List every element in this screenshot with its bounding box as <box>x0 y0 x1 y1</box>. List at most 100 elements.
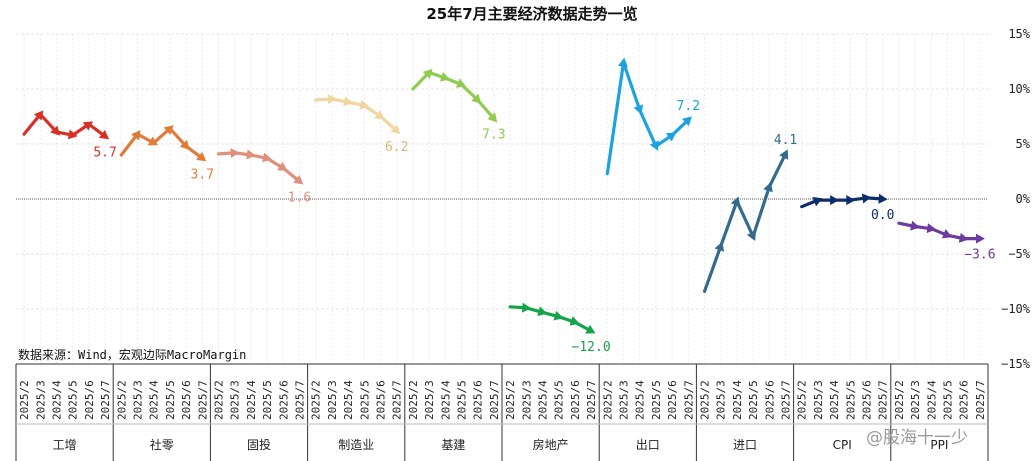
x-tick-label: 2025/2 <box>213 380 226 420</box>
series-房地产: −12.0 <box>508 302 611 355</box>
x-tick-label: 2025/6 <box>375 380 388 420</box>
data-point-2025/5 <box>455 78 467 88</box>
x-tick-label: 2025/7 <box>682 380 695 420</box>
data-point-2025/6 <box>179 139 190 150</box>
series-line <box>702 152 788 293</box>
group-label-固投: 固投 <box>247 437 271 452</box>
data-point-2025/7 <box>390 124 401 135</box>
x-tick-label: 2025/3 <box>132 380 145 420</box>
group-label-CPI: CPI <box>833 438 852 452</box>
group-label-PPI: PPI <box>930 438 948 452</box>
series-社零: 3.7 <box>119 125 214 182</box>
data-point-2025/6 <box>82 121 94 131</box>
x-axis: 2025/2 2025/3 2025/4 2025/5 2025/6 2025/7工增20… <box>15 363 989 461</box>
end-value-label: 5.7 <box>93 145 116 160</box>
data-point-2025/6 <box>277 161 288 171</box>
series-layer: 5.7 3.7 1.6 6.2 7.3 −12.0 7.2 4.1 0.0 −3.6 <box>22 57 996 355</box>
x-tick-label: 2025/5 <box>553 380 566 420</box>
data-point-2025/6 <box>471 93 482 104</box>
data-point-2025/6 <box>374 110 385 120</box>
data-point-2025/3 <box>422 68 433 79</box>
x-tick-label: 2025/6 <box>472 380 485 420</box>
y-tick-label: −10% <box>1001 302 1031 316</box>
series-line <box>22 112 107 138</box>
data-point-2025/5 <box>941 229 953 239</box>
series-进口: 4.1 <box>702 133 797 293</box>
x-tick-label: 2025/3 <box>909 380 922 420</box>
x-tick-label: 2025/7 <box>877 380 890 420</box>
x-tick-label: 2025/3 <box>326 380 339 420</box>
x-tick-label: 2025/5 <box>844 380 857 420</box>
end-value-label: 0.0 <box>871 208 894 223</box>
data-point-2025/7 <box>779 149 789 160</box>
data-point-2025/3 <box>131 130 141 141</box>
data-point-2025/3 <box>910 220 920 231</box>
x-tick-label: 2025/2 <box>601 380 614 420</box>
x-tick-label: 2025/5 <box>358 380 371 420</box>
data-point-2025/4 <box>50 125 60 136</box>
x-tick-label: 2025/2 <box>407 380 420 420</box>
data-point-2025/4 <box>439 71 451 82</box>
x-tick-label: 2025/5 <box>261 380 274 420</box>
watermark: @股海十一少 <box>866 428 968 448</box>
x-tick-label: 2025/4 <box>537 380 550 420</box>
group-label-基建: 基建 <box>441 438 465 452</box>
data-point-2025/5 <box>163 125 174 135</box>
x-tick-label: 2025/3 <box>520 380 533 420</box>
data-point-2025/6 <box>763 182 773 193</box>
data-point-2025/7 <box>196 151 207 162</box>
x-tick-label: 2025/7 <box>585 380 598 420</box>
x-tick-label: 2025/7 <box>974 380 987 420</box>
x-tick-label: 2025/4 <box>148 380 161 420</box>
x-tick-label: 2025/4 <box>51 380 64 420</box>
x-tick-label: 2025/7 <box>294 380 307 420</box>
end-value-label: −12.0 <box>572 340 611 355</box>
data-point-2025/4 <box>633 104 644 115</box>
end-value-label: 3.7 <box>191 167 214 182</box>
group-label-进口: 进口 <box>733 438 757 452</box>
series-line <box>216 151 302 183</box>
x-tick-label: 2025/5 <box>67 380 80 420</box>
end-value-label: 6.2 <box>385 140 408 155</box>
data-point-2025/7 <box>975 233 985 244</box>
data-point-2025/3 <box>617 57 628 68</box>
x-tick-label: 2025/5 <box>164 380 177 420</box>
end-value-label: 1.6 <box>288 190 311 205</box>
series-line <box>314 97 399 133</box>
source-note: 数据来源：Wind，宏观边际MacroMargin <box>18 347 246 362</box>
series-CPI: 0.0 <box>800 193 894 223</box>
x-tick-label: 2025/5 <box>650 380 663 420</box>
data-point-2025/4 <box>537 306 548 317</box>
data-point-2025/3 <box>521 302 532 313</box>
data-point-2025/4 <box>246 149 256 160</box>
x-tick-label: 2025/3 <box>423 380 436 420</box>
x-tick-label: 2025/7 <box>99 380 112 420</box>
x-tick-label: 2025/6 <box>569 380 582 420</box>
data-point-2025/7 <box>98 129 110 140</box>
series-工增: 5.7 <box>22 110 117 160</box>
data-point-2025/6 <box>861 193 872 204</box>
data-point-2025/4 <box>730 196 741 207</box>
end-value-label: 7.2 <box>677 99 700 114</box>
x-tick-label: 2025/4 <box>634 380 647 420</box>
group-label-房地产: 房地产 <box>533 437 569 452</box>
series-PPI: −3.6 <box>897 220 996 263</box>
data-point-2025/7 <box>585 324 596 334</box>
x-tick-label: 2025/2 <box>310 380 323 420</box>
x-tick-label: 2025/7 <box>780 380 793 420</box>
end-value-label: −3.6 <box>964 248 995 263</box>
data-point-2025/4 <box>926 223 937 234</box>
data-point-2025/3 <box>812 196 823 207</box>
end-value-label: 7.3 <box>482 128 505 143</box>
x-tick-label: 2025/3 <box>229 380 242 420</box>
data-point-2025/5 <box>746 230 756 241</box>
series-固投: 1.6 <box>216 148 311 205</box>
group-label-工增: 工增 <box>53 438 77 452</box>
data-point-2025/5 <box>553 310 564 321</box>
series-line <box>119 127 204 160</box>
y-tick-label: 0% <box>1016 192 1031 206</box>
x-tick-label: 2025/3 <box>715 380 728 420</box>
data-point-2025/3 <box>714 241 725 252</box>
x-tick-label: 2025/6 <box>180 380 193 420</box>
